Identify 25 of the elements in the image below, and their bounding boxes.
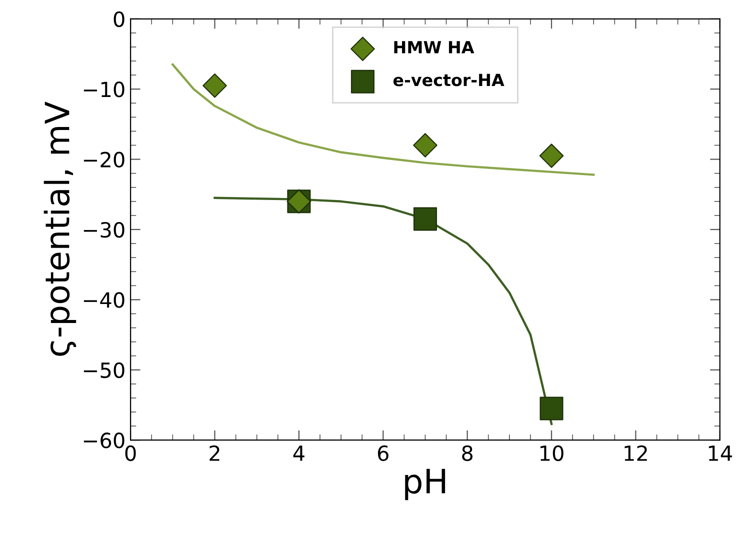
y-tick-label: −20 <box>84 152 124 168</box>
y-axis-title: ς-potential, mV <box>44 102 76 356</box>
x-tick-label: 12 <box>624 445 647 461</box>
point <box>413 133 438 158</box>
y-tick-label: −30 <box>84 222 124 238</box>
x-tick-label: 14 <box>708 446 732 461</box>
legend-label: HMW HA <box>394 41 474 54</box>
x-tick-label: 2 <box>210 445 220 461</box>
x-tick-label: 8 <box>462 445 473 462</box>
x-tick-label: 4 <box>293 446 304 461</box>
y-tick-label: 0 <box>114 11 124 28</box>
point <box>540 396 564 420</box>
line-series <box>172 63 595 176</box>
x-axis-title: pH <box>405 468 446 500</box>
point <box>539 144 564 168</box>
x-tick-label: 0 <box>125 445 136 462</box>
y-tick-label: −10 <box>84 82 124 98</box>
y-tick-label: −40 <box>84 292 124 308</box>
x-tick-label: 6 <box>378 445 388 462</box>
y-tick-label: −60 <box>84 432 124 448</box>
legend-label: e-vector-HA <box>393 74 504 86</box>
y-tick-label: −50 <box>84 362 124 378</box>
point <box>413 207 437 231</box>
x-tick-label: 10 <box>540 445 564 462</box>
point <box>202 73 227 98</box>
